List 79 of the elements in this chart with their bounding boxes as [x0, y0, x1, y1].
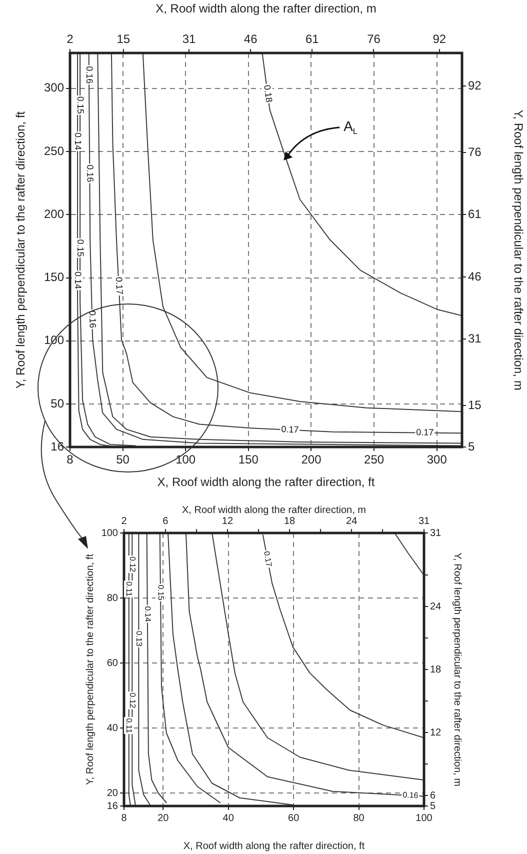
- x-tick-label: 50: [116, 452, 130, 467]
- text: 0.14: [143, 606, 152, 622]
- y2-tick-label: 6: [430, 790, 436, 802]
- y2-tick-label: 31: [468, 331, 482, 346]
- text: 0.17: [416, 427, 434, 438]
- y-tick-label: 40: [106, 722, 118, 734]
- x2-tick-label: 24: [346, 516, 358, 527]
- text: 0.17: [262, 550, 274, 568]
- series-label: 0.17: [280, 424, 299, 435]
- y-tick-label: 300: [44, 80, 64, 95]
- x2-tick-label: 2: [121, 516, 128, 527]
- text: 0.12: [128, 692, 137, 708]
- y2-tick-label: 12: [430, 727, 442, 738]
- y2-tick-label: 5: [430, 800, 436, 812]
- x-tick-label: 80: [353, 812, 365, 824]
- text: 0.15: [76, 96, 86, 114]
- y-axis-title: Y, Roof length perpendicular to the rafter direction, ft: [84, 554, 96, 786]
- series-label: 0.16: [402, 790, 420, 800]
- x2-tick-label: 2: [66, 32, 74, 46]
- text: 0.14: [73, 272, 84, 290]
- y-tick-label: 60: [106, 658, 118, 669]
- y2-tick-label: 24: [430, 601, 442, 612]
- x-tick-label: 250: [364, 452, 384, 467]
- y2-tick-label: 18: [430, 664, 442, 676]
- x-tick-label: 8: [66, 452, 74, 467]
- x2-tick-label: 15: [116, 32, 130, 46]
- text: 0.15: [76, 239, 86, 257]
- y2-tick-label: 46: [468, 269, 482, 284]
- x-axis-title: X, Roof width along the rafter direction, ft: [157, 475, 376, 490]
- x-tick-label: 8: [121, 812, 128, 824]
- y2-tick-label: 92: [468, 78, 482, 92]
- text: 0.16: [87, 310, 98, 328]
- x2-tick-label: 76: [367, 32, 381, 46]
- x2-tick-label: 6: [162, 516, 169, 527]
- x-tick-label: 200: [301, 452, 322, 467]
- x-tick-label: 150: [238, 452, 259, 467]
- text: 0.18: [262, 84, 274, 103]
- y-tick-label: 16: [50, 439, 64, 454]
- x-axis-title: X, Roof width along the rafter direction, ft: [183, 840, 365, 852]
- text: 0.17: [114, 276, 125, 295]
- text: 0.14: [73, 132, 84, 150]
- x2-tick-label: 12: [222, 516, 234, 527]
- x2-tick-label: 31: [182, 32, 196, 46]
- y2-tick-label: 61: [468, 207, 482, 222]
- x2-axis-title: X, Roof width along the rafter direction, m: [156, 2, 376, 16]
- x-tick-label: 100: [176, 452, 196, 467]
- y2-tick-label: 15: [468, 398, 482, 412]
- y2-axis-title: Y, Roof length perpendicular to the rafter direction, m: [451, 552, 462, 786]
- x2-tick-label: 46: [244, 32, 258, 46]
- y-tick-label: 80: [106, 592, 118, 604]
- x-tick-label: 20: [158, 812, 170, 824]
- y-tick-label: 50: [50, 396, 64, 410]
- x-tick-label: 300: [426, 452, 448, 467]
- y-tick-label: 100: [101, 528, 118, 539]
- text: 0.16: [84, 66, 95, 84]
- text: 0.16: [85, 164, 96, 182]
- y2-axis-title: Y, Roof length perpendicular to the rafter direction, m: [511, 110, 526, 390]
- y-tick-label: 20: [106, 788, 118, 799]
- y-tick-label: 16: [106, 800, 118, 812]
- x2-tick-label: 61: [306, 32, 320, 46]
- text: 0.12: [128, 556, 137, 573]
- x-tick-label: 60: [288, 812, 300, 824]
- y-tick-label: 250: [44, 144, 64, 158]
- x2-tick-label: 92: [432, 32, 446, 46]
- x-tick-label: 100: [416, 812, 433, 824]
- y-tick-label: 200: [44, 206, 64, 221]
- y2-tick-label: 31: [430, 528, 442, 539]
- x2-tick-label: 31: [418, 516, 430, 527]
- text: 0.13: [134, 630, 144, 647]
- text: 0.11: [124, 718, 134, 734]
- x-tick-label: 40: [222, 812, 234, 824]
- text: 0.15: [156, 584, 166, 601]
- y-tick-label: 150: [44, 270, 64, 284]
- x2-axis-title: X, Roof width along the rafter direction, m: [182, 504, 366, 516]
- y-axis-title: Y, Roof length perpendicular to the rafter direction, ft: [14, 110, 28, 389]
- y2-tick-label: 76: [468, 144, 482, 159]
- y2-tick-label: 5: [468, 439, 475, 454]
- x2-tick-label: 18: [284, 516, 296, 527]
- text: 0.11: [124, 581, 134, 598]
